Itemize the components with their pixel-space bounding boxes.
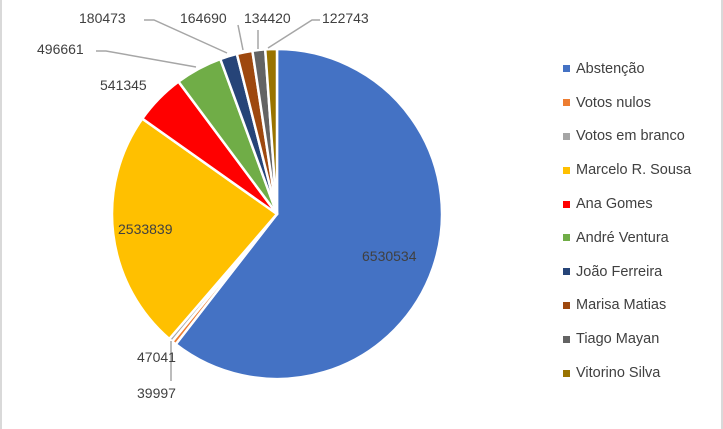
data-label-andre-ventura: 496661 (37, 41, 84, 57)
legend-item-marisa-matias: Marisa Matias (563, 289, 713, 323)
leader-line-joao-ferreira (144, 19, 228, 54)
legend-label: Marisa Matias (576, 297, 667, 314)
legend-label: João Ferreira (576, 263, 663, 280)
data-label-vitorino-silva: 122743 (322, 10, 369, 26)
slice-marcelo-r-sousa (110, 117, 279, 341)
data-label-marcelo-r-sousa: 2533839 (118, 221, 173, 237)
legend-label: Ana Gomes (576, 196, 653, 213)
legend-label: Votos nulos (576, 94, 651, 111)
legend-swatch (563, 369, 570, 377)
legend-item-abstencao: Abstenção (563, 52, 713, 86)
legend-item-joao-ferreira: João Ferreira (563, 255, 713, 289)
legend-item-votos-em-branco: Votos em branco (563, 120, 713, 154)
leader-lines (96, 19, 320, 381)
data-labels: 6530534 47041 39997 2533839 541345 496661 1804… (37, 10, 417, 401)
legend-swatch (563, 65, 570, 73)
legend-swatch (563, 99, 570, 107)
slice-abstencao (174, 47, 444, 381)
legend-swatch (563, 234, 570, 242)
legend-item-votos-nulos: Votos nulos (563, 86, 713, 120)
data-label-tiago-mayan: 134420 (244, 10, 291, 26)
legend-swatch (563, 166, 570, 174)
legend-item-andre-ventura: André Ventura (563, 221, 713, 255)
legend-label: Tiago Mayan (576, 331, 660, 348)
data-label-votos-nulos: 47041 (137, 349, 176, 365)
data-label-votos-em-branco: 39997 (137, 385, 176, 401)
legend-item-vitorino-silva: Vitorino Silva (563, 356, 713, 390)
pie-slices (110, 47, 444, 381)
data-label-ana-gomes: 541345 (100, 77, 147, 93)
legend-item-marcelo-r-sousa: Marcelo R. Sousa (563, 153, 713, 187)
leader-line-marisa-matias (237, 24, 244, 51)
legend-label: Votos em branco (576, 128, 685, 145)
data-label-abstencao: 6530534 (362, 248, 417, 264)
legend-swatch (563, 301, 570, 309)
legend-item-ana-gomes: Ana Gomes (563, 187, 713, 221)
leader-line-andre-ventura (96, 50, 197, 68)
legend-swatch (563, 132, 570, 140)
legend-label: Vitorino Silva (576, 365, 661, 382)
data-label-joao-ferreira: 180473 (79, 10, 126, 26)
data-label-marisa-matias: 164690 (180, 10, 227, 26)
legend: Abstenção Votos nulos Votos em branco Ma… (563, 52, 713, 390)
legend-swatch (563, 335, 570, 343)
legend-swatch (563, 200, 570, 208)
leader-line-vitorino-silva (267, 19, 320, 49)
slice-vitorino-silva (263, 47, 279, 216)
legend-label: Abstenção (576, 60, 645, 77)
legend-swatch (563, 268, 570, 276)
legend-label: André Ventura (576, 229, 669, 246)
legend-item-tiago-mayan: Tiago Mayan (563, 322, 713, 356)
legend-label: Marcelo R. Sousa (576, 162, 692, 179)
